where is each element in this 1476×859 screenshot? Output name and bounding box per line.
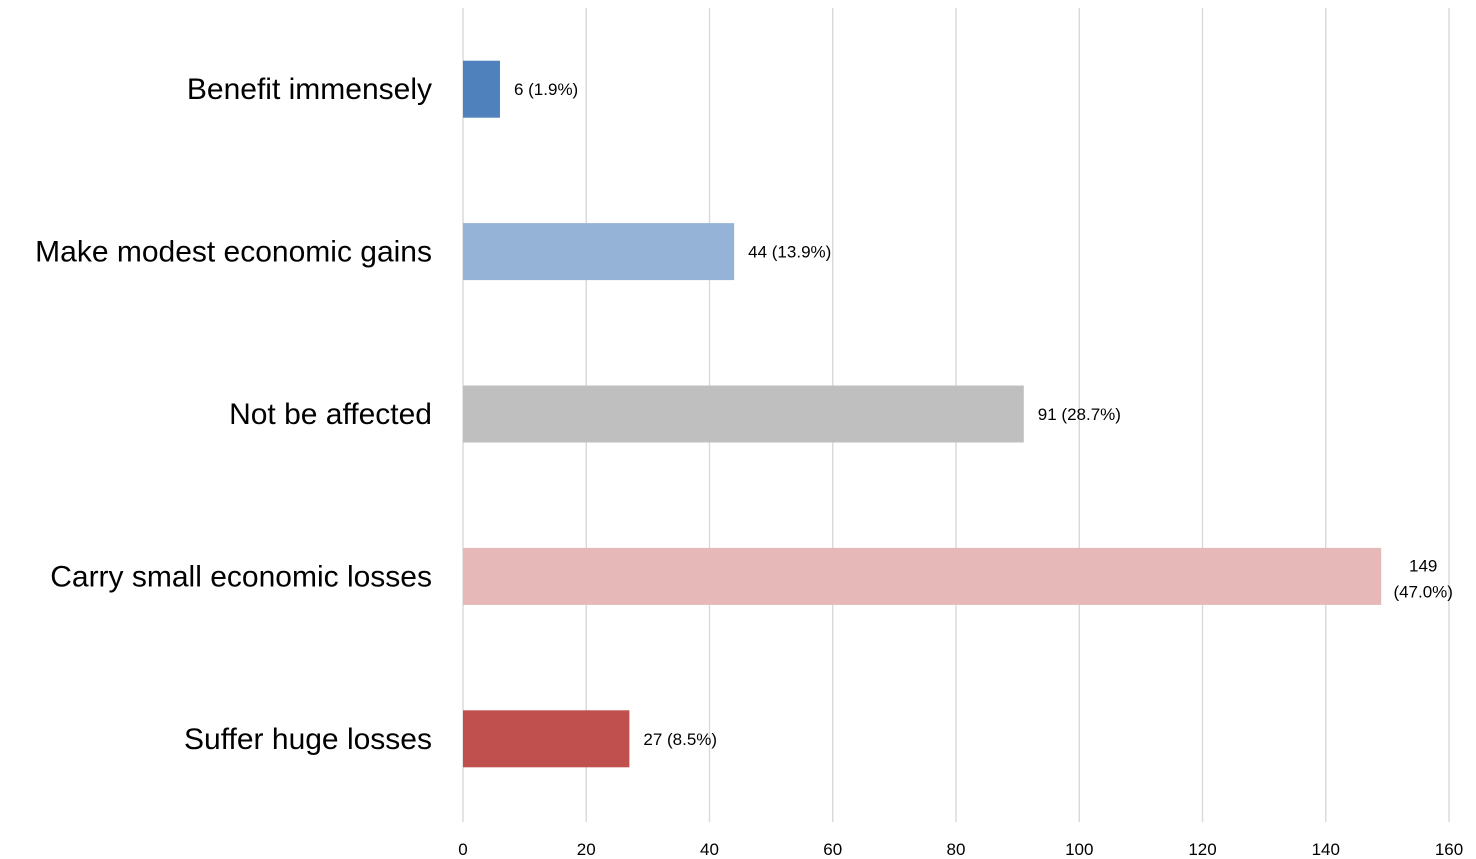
bars	[463, 60, 1382, 768]
data-label: 6 (1.9%)	[514, 80, 578, 99]
category-label: Suffer huge losses	[184, 723, 432, 756]
category-label: Benefit immensely	[187, 73, 432, 106]
bar	[463, 385, 1024, 443]
category-label: Not be affected	[229, 398, 432, 431]
category-labels: Benefit immensely Make modest economic ga…	[35, 73, 432, 756]
data-label: (47.0%)	[1393, 582, 1453, 601]
x-tick-label: 160	[1435, 840, 1463, 859]
data-labels: 6 (1.9%) 44 (13.9%) 91 (28.7%) 149 (47.0%) 27…	[514, 80, 1453, 749]
data-label: 27 (8.5%)	[643, 730, 717, 749]
x-tick-label: 60	[823, 840, 842, 859]
x-tick-label: 100	[1065, 840, 1093, 859]
x-tick-label: 140	[1312, 840, 1340, 859]
data-label: 91 (28.7%)	[1038, 405, 1121, 424]
x-tick-label: 120	[1188, 840, 1216, 859]
x-tick-label: 40	[700, 840, 719, 859]
category-label: Carry small economic losses	[50, 560, 432, 593]
data-label: 44 (13.9%)	[748, 243, 831, 262]
x-tick-label: 20	[577, 840, 596, 859]
bar	[463, 223, 735, 281]
category-label: Make modest economic gains	[35, 236, 432, 269]
x-tick-label: 0	[458, 840, 467, 859]
bar	[463, 60, 500, 118]
bar	[463, 547, 1382, 605]
x-tick-label: 80	[947, 840, 966, 859]
x-tick-labels: 0 20 40 60 80 100 120 140 160	[458, 840, 1463, 859]
bar	[463, 710, 630, 768]
data-label: 149	[1409, 556, 1437, 575]
